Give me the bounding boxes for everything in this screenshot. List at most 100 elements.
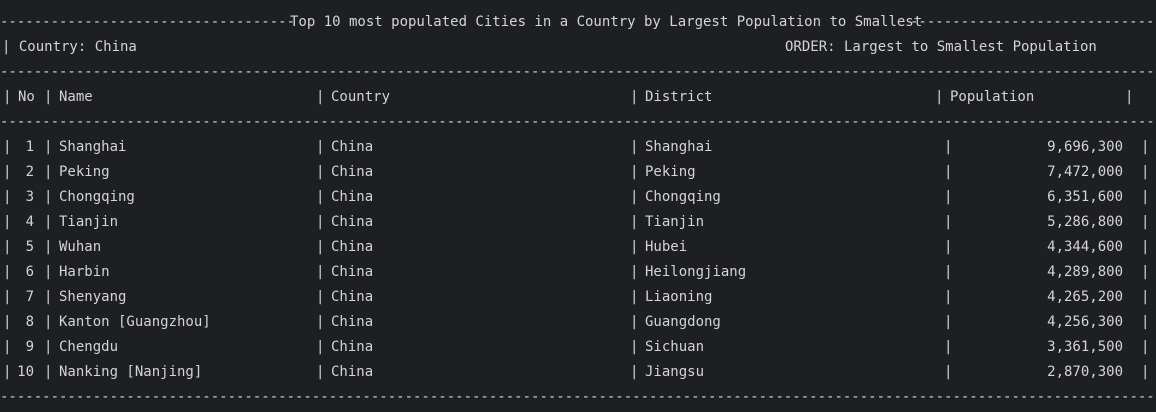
report-title: Top 10 most populated Cities in a Countr… — [290, 14, 923, 30]
column-header-country: Country — [331, 89, 391, 105]
column-divider: | — [630, 289, 639, 305]
cell-name: Chengdu — [59, 339, 119, 355]
column-divider: | — [944, 289, 953, 305]
column-divider: | — [944, 164, 953, 180]
column-divider: | — [44, 239, 53, 255]
title-dash-right: -------------------------------- — [910, 14, 1156, 30]
column-divider: | — [944, 214, 953, 230]
column-divider: | — [316, 289, 325, 305]
cell-district: Peking — [645, 164, 696, 180]
cell-country: China — [331, 289, 374, 305]
column-divider: | — [316, 189, 325, 205]
column-divider: | — [944, 364, 953, 380]
column-divider: | — [630, 214, 639, 230]
cell-name: Wuhan — [59, 239, 102, 255]
cell-no: 4 — [25, 214, 34, 230]
table-row: | 6 | Harbin | China | Heilongjiang | 4,289,800 | — [0, 262, 1156, 282]
cell-country: China — [331, 314, 374, 330]
cell-district: Tianjin — [645, 214, 705, 230]
column-divider: | — [316, 164, 325, 180]
cell-name: Peking — [59, 164, 110, 180]
cell-name: Shenyang — [59, 289, 127, 305]
column-divider: | — [316, 339, 325, 355]
column-divider: | — [44, 189, 53, 205]
column-divider: | — [3, 264, 12, 280]
column-divider: | — [44, 339, 53, 355]
column-divider: | — [44, 139, 53, 155]
country-label: | Country: China — [2, 39, 137, 55]
table-row: | 4 | Tianjin | China | Tianjin | 5,286,800 | — [0, 212, 1156, 232]
cell-population: 3,361,500 — [1047, 339, 1123, 355]
column-divider: | — [1141, 139, 1150, 155]
column-divider: | — [1141, 264, 1150, 280]
column-divider: | — [630, 139, 639, 155]
cell-no: 5 — [25, 239, 34, 255]
cell-name: Shanghai — [59, 139, 127, 155]
cell-district: Guangdong — [645, 314, 721, 330]
column-divider: | — [630, 339, 639, 355]
table-row: | 7 | Shenyang | China | Liaoning | 4,265,200 | — [0, 287, 1156, 307]
table-row: | 1 | Shanghai | China | Shanghai | 9,696,300 | — [0, 137, 1156, 157]
cell-district: Sichuan — [645, 339, 705, 355]
order-label: ORDER: Largest to Smallest Population — [785, 39, 1097, 55]
column-divider: | — [3, 289, 12, 305]
column-divider: | — [1141, 289, 1150, 305]
table-row: | 10 | Nanking [Nanjing] | China | Jiangsu | 2,87… — [0, 362, 1156, 382]
separator-2: ----------------------------------------… — [0, 114, 1156, 130]
cell-country: China — [331, 139, 374, 155]
column-divider: | — [3, 139, 12, 155]
column-divider: | — [3, 314, 12, 330]
separator-3: ----------------------------------------… — [0, 389, 1156, 405]
cell-country: China — [331, 214, 374, 230]
cell-name: Harbin — [59, 264, 110, 280]
column-divider: | — [316, 139, 325, 155]
column-header-name: Name — [59, 89, 93, 105]
column-divider: | — [1141, 364, 1150, 380]
cell-name: Kanton [Guangzhou] — [59, 314, 211, 330]
column-divider: | — [3, 189, 12, 205]
cell-population: 4,256,300 — [1047, 314, 1123, 330]
column-divider: | — [944, 339, 953, 355]
separator-1: ----------------------------------------… — [0, 64, 1156, 80]
title-line: ----------------------------------- Top … — [0, 12, 1156, 32]
column-divider: | — [630, 239, 639, 255]
cell-district: Hubei — [645, 239, 688, 255]
cell-district: Liaoning — [645, 289, 713, 305]
column-divider: | — [1141, 239, 1150, 255]
column-divider: | — [630, 189, 639, 205]
title-dash-left: ----------------------------------- — [0, 14, 296, 30]
table-row: | 2 | Peking | China | Peking | 7,472,000 | — [0, 162, 1156, 182]
cell-no: 1 — [25, 139, 34, 155]
cell-no: 10 — [17, 364, 34, 380]
cell-country: China — [331, 264, 374, 280]
column-divider: | — [44, 314, 53, 330]
cell-population: 4,344,600 — [1047, 239, 1123, 255]
cell-district: Heilongjiang — [645, 264, 747, 280]
cell-name: Nanking [Nanjing] — [59, 364, 203, 380]
column-divider: | — [44, 214, 53, 230]
cell-population: 6,351,600 — [1047, 189, 1123, 205]
cell-no: 3 — [25, 189, 34, 205]
column-divider: | — [944, 139, 953, 155]
column-divider: | — [44, 264, 53, 280]
column-divider: | — [630, 164, 639, 180]
cell-district: Shanghai — [645, 139, 713, 155]
column-divider: | — [1141, 314, 1150, 330]
column-divider: | — [630, 314, 639, 330]
cell-population: 4,289,800 — [1047, 264, 1123, 280]
column-divider: | — [44, 364, 53, 380]
column-divider: | — [3, 239, 12, 255]
column-divider: | — [1141, 164, 1150, 180]
column-divider: | — [316, 314, 325, 330]
cell-name: Tianjin — [59, 214, 119, 230]
cell-country: China — [331, 189, 374, 205]
column-divider: | — [1141, 339, 1150, 355]
cell-country: China — [331, 164, 374, 180]
cell-no: 9 — [25, 339, 34, 355]
column-divider: | — [944, 239, 953, 255]
cell-name: Chongqing — [59, 189, 135, 205]
cell-no: 7 — [25, 289, 34, 305]
column-divider: | — [3, 339, 12, 355]
column-header-population: Population — [950, 89, 1035, 105]
column-header-no: No — [18, 89, 35, 105]
